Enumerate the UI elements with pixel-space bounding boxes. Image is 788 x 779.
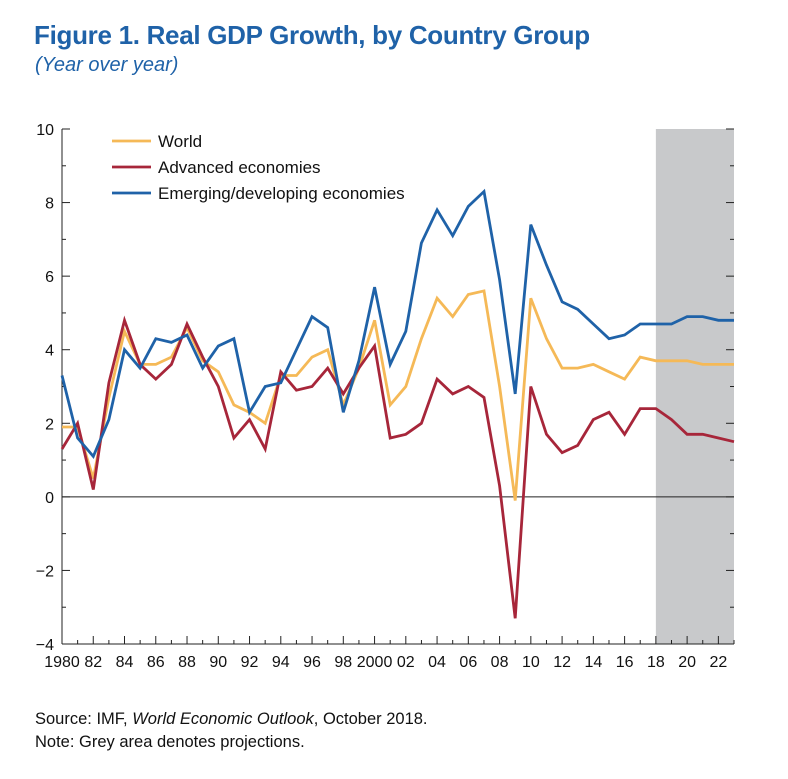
y-tick-label: 6 <box>45 269 54 286</box>
x-tick-label: 86 <box>147 654 165 671</box>
source-prefix: Source: IMF, <box>35 710 133 728</box>
chart-subtitle: (Year over year) <box>35 54 179 76</box>
x-tick-label: 90 <box>209 654 227 671</box>
series-line-world <box>62 289 734 501</box>
x-tick-label: 2000 <box>357 654 393 671</box>
legend-label: Advanced economies <box>158 158 321 177</box>
projection-area-layer <box>655 129 734 644</box>
x-tick-label: 1980 <box>44 654 80 671</box>
series-layer <box>60 188 735 619</box>
series-line-emerging-developing-economies <box>60 188 734 460</box>
y-tick-label: 2 <box>45 416 54 433</box>
x-tick-label: 12 <box>553 654 571 671</box>
x-tick-label: 82 <box>84 654 102 671</box>
y-tick-label: −4 <box>36 637 54 654</box>
y-tick-label: 4 <box>45 343 54 360</box>
y-tick-label: 8 <box>45 196 54 213</box>
x-tick-label: 88 <box>178 654 196 671</box>
x-tick-label: 06 <box>459 654 477 671</box>
x-tick-label: 14 <box>584 654 602 671</box>
y-tick-label: 10 <box>36 122 54 139</box>
x-tick-label: 22 <box>709 654 727 671</box>
x-tick-label: 04 <box>428 654 446 671</box>
x-tick-label: 98 <box>334 654 352 671</box>
x-tick-label: 18 <box>647 654 665 671</box>
legend-label: World <box>158 132 202 151</box>
chart-notes: Source: IMF, World Economic Outlook, Oct… <box>35 708 428 754</box>
projection-area <box>655 129 734 644</box>
chart-title: Figure 1. Real GDP Growth, by Country Gr… <box>34 20 590 50</box>
source-suffix: , October 2018. <box>313 710 428 728</box>
y-tick-label: −2 <box>36 563 54 580</box>
source-line: Source: IMF, World Economic Outlook, Oct… <box>35 708 428 731</box>
legend-label: Emerging/developing economies <box>158 184 405 203</box>
legend: World Advanced economies Emerging/developi… <box>112 132 405 203</box>
x-tick-label: 08 <box>491 654 509 671</box>
source-publication: World Economic Outlook <box>132 710 314 728</box>
x-tick-label: 84 <box>116 654 134 671</box>
x-tick-label: 96 <box>303 654 321 671</box>
series-line-advanced-economies <box>60 315 735 619</box>
note-line: Note: Grey area denotes projections. <box>35 733 305 751</box>
x-tick-label: 20 <box>678 654 696 671</box>
x-tick-label: 94 <box>272 654 290 671</box>
x-tick-label: 16 <box>616 654 634 671</box>
x-tick-label: 92 <box>241 654 259 671</box>
x-tick-label: 02 <box>397 654 415 671</box>
x-tick-label: 10 <box>522 654 540 671</box>
y-tick-label: 0 <box>45 490 54 507</box>
